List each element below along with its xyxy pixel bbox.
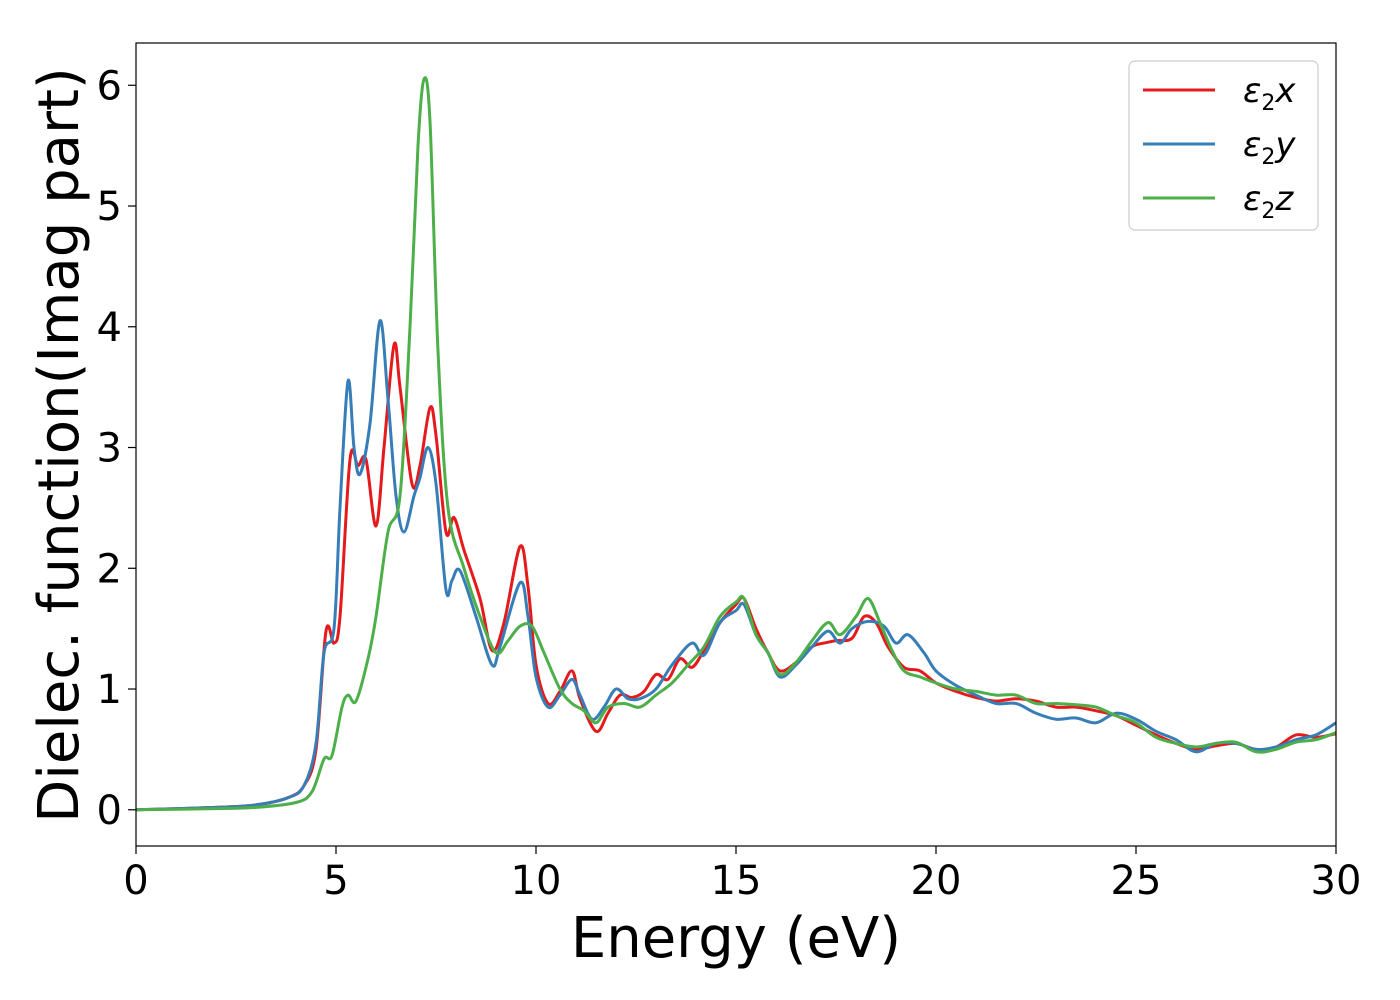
x-tick-label: 25 [1111,858,1162,904]
legend-name: y [1274,125,1296,165]
x-axis-title: Energy (eV) [571,906,901,971]
series-line-z [136,76,1336,812]
legend-symbol: ε [1243,125,1261,165]
legend-subscript: 2 [1261,199,1275,224]
y-tick-label: 1 [97,667,122,713]
x-tick-label: 10 [511,858,562,904]
series-line-y [136,319,1336,812]
legend-subscript: 2 [1261,91,1275,116]
x-tick-label: 0 [123,858,148,904]
legend-label-y: ε2y [1243,125,1296,170]
x-tick-label: 15 [711,858,762,904]
y-tick-label: 5 [97,184,122,230]
legend-label-x: ε2x [1243,71,1296,116]
y-axis-ticks: 0 1 2 3 4 5 6 [97,63,136,834]
legend-subscript: 2 [1261,145,1275,170]
legend-box [1128,60,1319,231]
y-tick-label: 0 [97,788,122,834]
legend-symbol: ε [1243,179,1261,219]
y-tick-label: 2 [97,546,122,592]
x-tick-label: 30 [1311,858,1362,904]
series-line-x [136,341,1336,812]
legend-name: z [1274,179,1294,219]
y-tick-label: 6 [97,63,122,109]
y-tick-label: 3 [97,426,122,472]
x-tick-label: 20 [911,858,962,904]
legend-symbol: ε [1243,71,1261,111]
x-axis-ticks: 0 5 10 15 20 25 30 [123,846,1361,904]
series-layer [136,76,1336,812]
x-tick-label: 5 [323,858,348,904]
legend-label-z: ε2z [1243,179,1294,224]
y-axis-title: Dielec. function(Imag part) [27,67,92,823]
y-tick-label: 4 [97,305,122,351]
legend-name: x [1274,71,1296,111]
